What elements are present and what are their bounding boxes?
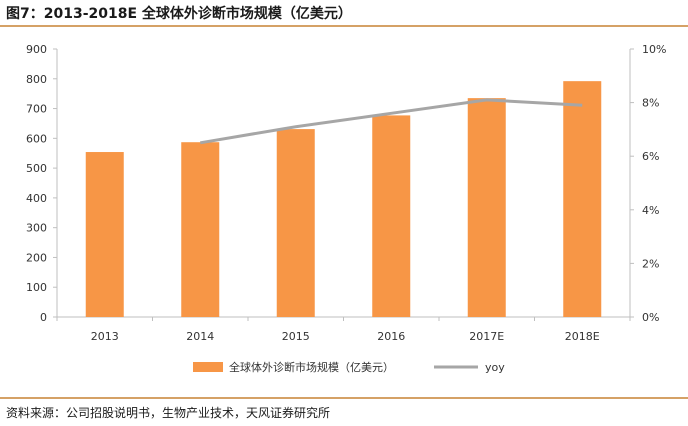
x-tick-label: 2016 (377, 330, 405, 343)
legend-swatch-bar (193, 362, 223, 372)
y-tick-label: 100 (26, 281, 47, 294)
y-tick-label: 700 (26, 103, 47, 116)
y-tick-label: 900 (26, 43, 47, 56)
y2-tick-label: 4% (642, 204, 659, 217)
figure-title: 图7：2013-2018E 全球体外诊断市场规模（亿美元） (6, 6, 352, 22)
source-note: 资料来源：公司招股说明书，生物产业技术，天风证券研究所 (6, 406, 331, 420)
x-tick-label: 2018E (565, 330, 600, 343)
y-tick-label: 400 (26, 192, 47, 205)
figure-header: 图7：2013-2018E 全球体外诊断市场规模（亿美元） (0, 0, 688, 27)
y2-tick-label: 0% (642, 311, 659, 324)
chart-area: 0 100 200 300 400 500 600 700 800 900 0% 2% 4% 6% 8% 10… (0, 27, 688, 397)
bar (181, 142, 220, 317)
y2-tick-label: 6% (642, 150, 659, 163)
legend-label-bar: 全球体外诊断市场规模（亿美元） (229, 360, 394, 374)
footer-rule (0, 397, 688, 399)
y2-tick-label: 8% (642, 97, 659, 110)
legend-label-line: yoy (485, 361, 505, 374)
header-rule (0, 25, 688, 27)
bar (467, 98, 506, 317)
bar (372, 115, 411, 317)
y-tick-label: 800 (26, 73, 47, 86)
x-tick-label: 2013 (91, 330, 119, 343)
bar (276, 129, 315, 317)
y-tick-label: 600 (26, 132, 47, 145)
y2-tick-label: 2% (642, 257, 659, 270)
chart-svg: 0 100 200 300 400 500 600 700 800 900 0% 2% 4% 6% 8% 10… (26, 43, 666, 374)
yoy-line (200, 98, 583, 145)
y2-tick-label: 10% (642, 43, 666, 56)
bar (563, 81, 602, 317)
y-tick-label: 200 (26, 251, 47, 264)
y-tick-label: 300 (26, 222, 47, 235)
x-tick-label: 2014 (186, 330, 214, 343)
y-tick-label: 0 (40, 311, 47, 324)
x-tick-label: 2017E (469, 330, 504, 343)
bar (85, 152, 124, 317)
x-tick-label: 2015 (282, 330, 310, 343)
y-tick-label: 500 (26, 162, 47, 175)
